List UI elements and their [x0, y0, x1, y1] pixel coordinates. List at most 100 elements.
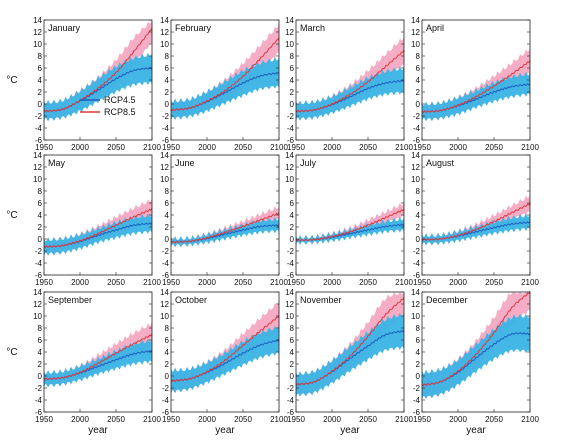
january-ytick-label: -2: [35, 112, 43, 121]
february-ytick-label: 0: [165, 100, 170, 109]
december-rcp45-band: [422, 313, 530, 400]
october-ytick-label: -2: [162, 384, 170, 393]
november-ytick-label: 14: [285, 288, 294, 297]
may-xtick-label: 2000: [71, 278, 89, 287]
march-ytick-label: 12: [285, 28, 294, 37]
february-rcp85-line: [170, 37, 280, 112]
september-ytick-label: 14: [33, 288, 42, 297]
june-ytick-label: -4: [162, 259, 170, 268]
x-axis-label-col-4: year: [466, 425, 486, 436]
september-ytick-label: 2: [38, 360, 43, 369]
march-title: March: [300, 23, 325, 33]
august-ytick-label: 10: [411, 175, 420, 184]
february-xtick-label: 2050: [234, 143, 252, 152]
august-ytick-label: 4: [416, 211, 421, 220]
april-ytick-label: 14: [411, 16, 420, 25]
july-ytick-label: 6: [290, 199, 295, 208]
june-xtick-label: 2050: [234, 278, 252, 287]
april-xtick-label: 2050: [485, 143, 503, 152]
january-ytick-label: 12: [33, 28, 42, 37]
panel-may: -6 -4 -2 0 2 4 6 8 10 12 14 1950 2000 2050 2100 May: [33, 151, 161, 287]
panel-march: -6 -4 -2 0 2 4 6 8 10 12 14 1950 2000 2050 2100 March: [285, 16, 413, 152]
october-ytick-label: -6: [162, 408, 170, 417]
y-axis-label-row-3: °C: [6, 347, 17, 358]
legend: RCP4.5 RCP8.5: [80, 95, 136, 117]
september-ytick-label: 0: [38, 372, 43, 381]
march-ytick-label: 6: [290, 64, 295, 73]
june-rcp85-line: [170, 212, 280, 244]
september-xtick-label: 2000: [71, 415, 89, 424]
april-ytick-label: 10: [411, 40, 420, 49]
may-ytick-label: 12: [33, 163, 42, 172]
september-rcp85-line: [43, 333, 153, 381]
october-ytick-label: 6: [165, 336, 170, 345]
october-title: October: [175, 295, 207, 305]
march-xtick-label: 2100: [395, 143, 413, 152]
december-ytick-label: 4: [416, 348, 421, 357]
november-xtick-label: 2050: [359, 415, 377, 424]
july-ytick-label: 14: [285, 151, 294, 160]
november-ytick-label: 10: [285, 312, 294, 321]
panel-september: -6 -4 -2 0 2 4 6 8 10 12 14 1950 2000 2050 2100 Septemb…: [33, 288, 161, 424]
august-ytick-label: -2: [413, 247, 421, 256]
x-axis-label-col-3: year: [340, 425, 360, 436]
july-ytick-label: 8: [290, 187, 295, 196]
august-ytick-label: -4: [413, 259, 421, 268]
july-ytick-label: 4: [290, 211, 295, 220]
september-xtick-label: 2050: [107, 415, 125, 424]
may-ytick-label: 14: [33, 151, 42, 160]
october-xtick-label: 2000: [198, 415, 216, 424]
y-axis-labels: °C °C °C: [6, 75, 17, 358]
january-xtick-label: 1950: [35, 143, 53, 152]
november-ytick-label: -2: [287, 384, 295, 393]
july-ytick-label: 10: [285, 175, 294, 184]
september-ytick-label: 8: [38, 324, 43, 333]
july-ytick-label: -6: [287, 271, 295, 280]
november-ytick-label: 8: [290, 324, 295, 333]
june-ytick-label: -6: [162, 271, 170, 280]
june-title: June: [175, 158, 195, 168]
september-ytick-label: 12: [33, 300, 42, 309]
january-rcp45-band: [44, 52, 152, 122]
january-rcp85-line: [43, 27, 153, 113]
november-ytick-label: 0: [290, 372, 295, 381]
december-xtick-label: 2100: [521, 415, 539, 424]
january-ytick-label: 0: [38, 100, 43, 109]
june-ytick-label: -2: [162, 247, 170, 256]
august-xtick-label: 2100: [521, 278, 539, 287]
july-xtick-label: 1950: [287, 278, 305, 287]
july-ytick-label: 0: [290, 235, 295, 244]
june-xtick-label: 1950: [162, 278, 180, 287]
october-ytick-label: 2: [165, 360, 170, 369]
october-ytick-label: 4: [165, 348, 170, 357]
january-title: January: [48, 23, 81, 33]
june-xtick-label: 2000: [198, 278, 216, 287]
panel-december: -6 -4 -2 0 2 4 6 8 10 12 14 1950 2000 2050 2100 Decembe…: [411, 288, 539, 424]
may-ytick-label: -2: [35, 247, 43, 256]
march-ytick-label: 4: [290, 76, 295, 85]
december-ytick-label: -4: [413, 396, 421, 405]
panel-june: -6 -4 -2 0 2 4 6 8 10 12 14 1950 2000 2050 2100 June: [160, 151, 288, 287]
june-xtick-label: 2100: [270, 278, 288, 287]
panel-august: -6 -4 -2 0 2 4 6 8 10 12 14 1950 2000 2050 2100 August: [411, 151, 539, 287]
february-ytick-label: 10: [160, 40, 169, 49]
may-title: May: [48, 158, 66, 168]
march-ytick-label: 10: [285, 40, 294, 49]
august-ytick-label: 12: [411, 163, 420, 172]
september-xtick-label: 1950: [35, 415, 53, 424]
september-ytick-label: 10: [33, 312, 42, 321]
december-ytick-label: 0: [416, 372, 421, 381]
november-title: November: [300, 295, 342, 305]
march-ytick-label: 8: [290, 52, 295, 61]
december-xtick-label: 1950: [413, 415, 431, 424]
december-rcp85-line: [421, 291, 531, 387]
december-title: December: [426, 295, 468, 305]
may-xtick-label: 2100: [143, 278, 161, 287]
october-xtick-label: 1950: [162, 415, 180, 424]
april-ytick-label: 12: [411, 28, 420, 37]
july-xtick-label: 2100: [395, 278, 413, 287]
october-ytick-label: 14: [160, 288, 169, 297]
february-title: February: [175, 23, 212, 33]
